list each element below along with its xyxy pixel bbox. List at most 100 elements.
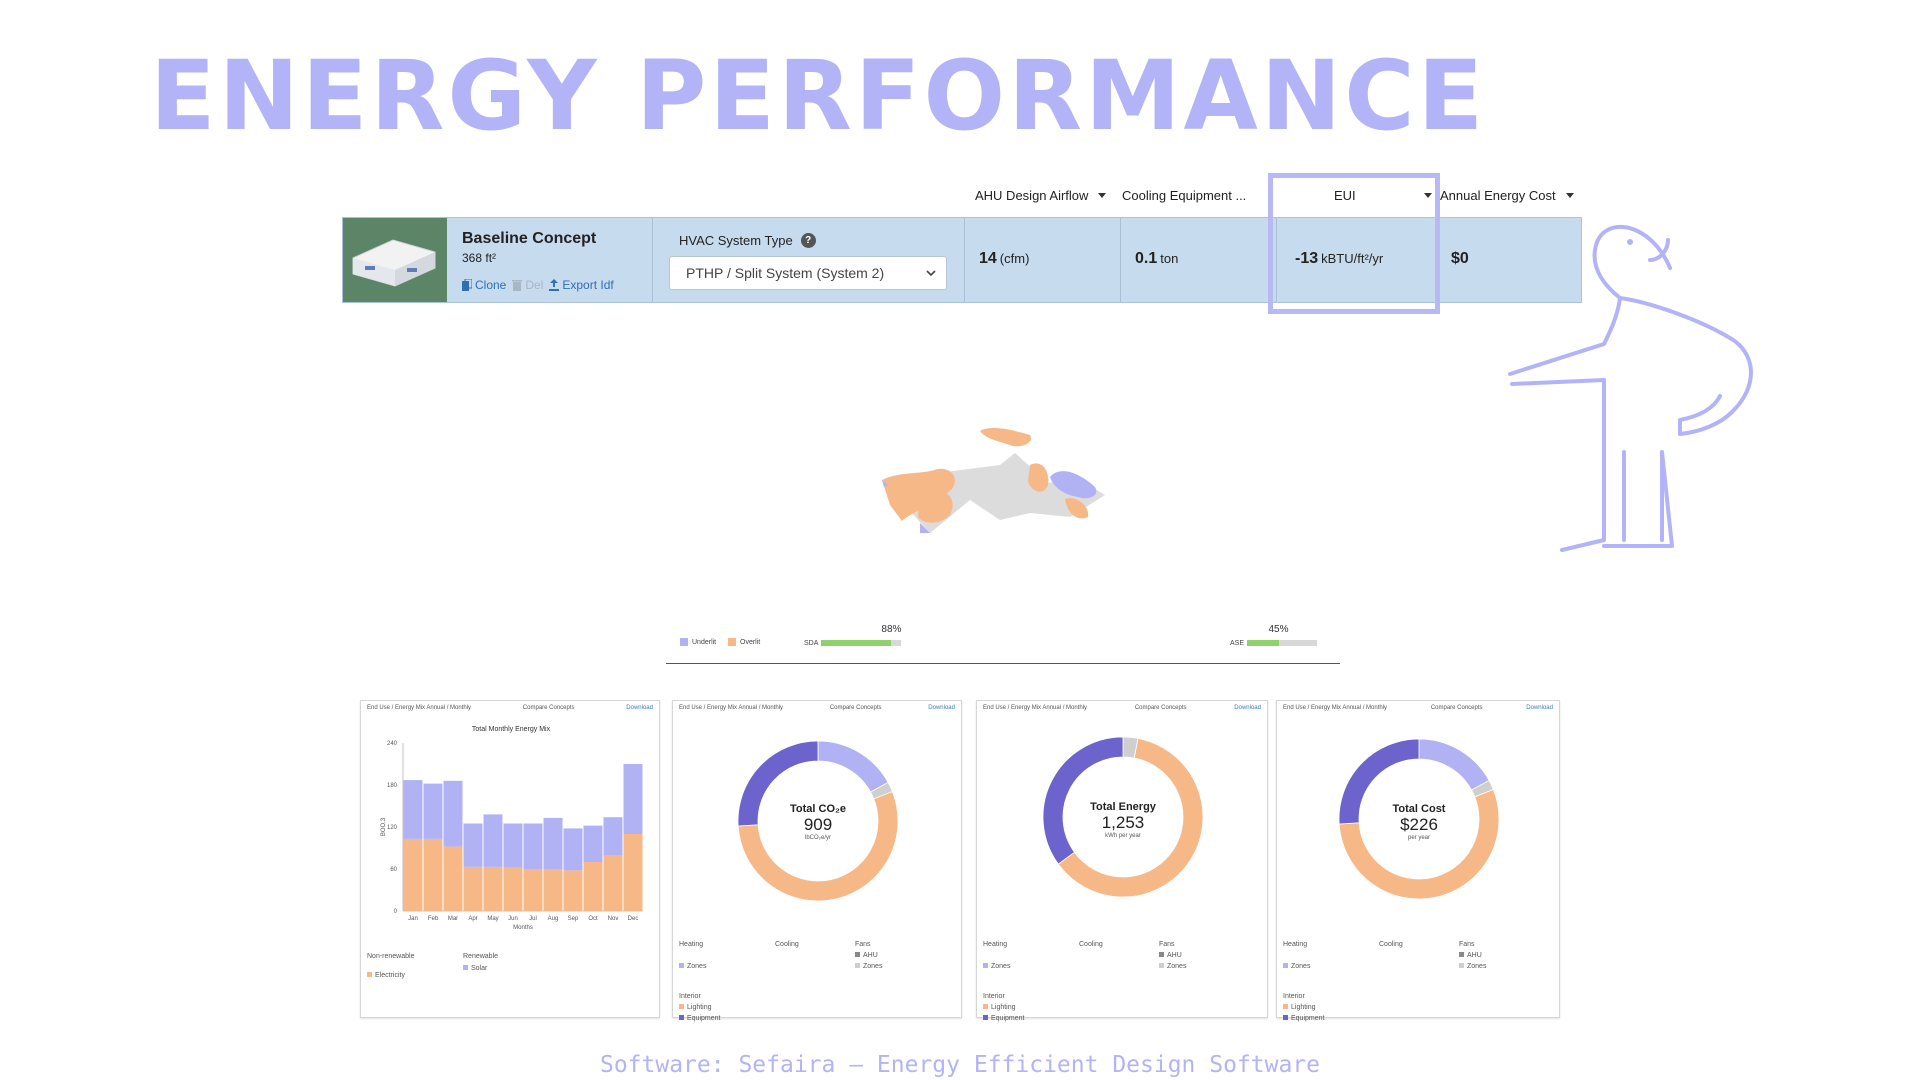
legend-ahu: AHU [1459,952,1482,959]
cost-value: $0 [1451,250,1469,267]
bar-solar-aug [543,817,563,869]
sda-bar-fill [821,640,892,646]
co2-donut-chart [737,740,899,902]
cost-donut-chart [1338,738,1500,900]
footer-credit: Software: Sefaira – Energy Efficient Des… [599,1052,1321,1078]
download-button[interactable]: Download [626,705,653,711]
donut-slice-equipment [1042,736,1124,865]
bar-electricity-may [483,866,503,911]
column-label: Cooling Equipment ... [1122,188,1247,203]
concept-name[interactable]: Baseline Concept [462,230,597,247]
legend-zones: Zones [679,963,706,970]
energy-mix-legend: Non-renewable Renewable Solar Electricit… [367,953,498,985]
legend-overlit: Overlit [728,638,760,646]
x-tick-label: Nov [608,916,619,922]
sda-percent: 88% [881,624,902,635]
column-annual-cost[interactable]: Annual Energy Cost [1440,188,1574,203]
bar-solar-jul [523,823,543,869]
hvac-system-select[interactable]: PTHP / Split System (System 2) [669,256,947,290]
column-cooling-equipment[interactable]: Cooling Equipment ... [1122,188,1246,203]
x-axis-label: Months [513,925,533,931]
trash-icon [512,280,523,291]
x-tick-label: Dec [628,916,639,922]
card-tabs[interactable]: End Use / Energy Mix Annual / Monthly [1283,705,1388,711]
card-tabs[interactable]: End Use / Energy Mix Annual / Monthly [983,705,1088,711]
legend-zones-fans: Zones [1459,963,1486,970]
legend-zones-fans: Zones [1159,963,1186,970]
legend-nonrenewable: Non-renewable [367,953,415,960]
bar-electricity-apr [463,866,483,911]
column-ahu-airflow[interactable]: AHU Design Airflow [975,188,1107,203]
delete-button[interactable]: Del [512,278,543,292]
sda-label: SDA [804,640,819,647]
energy-mix-card: End Use / Energy Mix Annual / Monthly Co… [360,700,660,1018]
x-tick-label: Feb [428,916,439,922]
compare-concepts-toggle[interactable]: Compare Concepts [1430,705,1483,711]
x-tick-label: Oct [588,916,598,922]
download-button[interactable]: Download [928,705,955,711]
airflow-value: 14 (cfm) [979,250,1030,267]
donut-title: Total Energy [1090,801,1156,813]
card-toolbar: End Use / Energy Mix Annual / Monthly Co… [367,705,653,711]
download-button[interactable]: Download [1526,705,1553,711]
legend-cooling: Cooling [775,941,799,948]
caret-down-icon [1098,193,1107,198]
compare-concepts-toggle[interactable]: Compare Concepts [522,705,575,711]
hvac-label: HVAC System Type ? [679,233,816,248]
card-tabs[interactable]: End Use / Energy Mix Annual / Monthly [679,705,784,711]
donut-value: 1,253 [1101,813,1145,832]
help-icon[interactable]: ? [800,233,816,248]
bar-electricity-nov [603,855,623,911]
column-eui[interactable]: EUI [1334,188,1432,203]
clone-label: Clone [475,278,507,292]
legend-zones-fans: Zones [855,963,882,970]
donut-unit: kWh per year [1105,833,1141,839]
concept-thumbnail[interactable] [343,218,447,302]
legend-lighting: Lighting [983,1004,1016,1011]
bar-solar-sep [563,828,583,871]
ase-bar [1247,640,1317,646]
legend-underlit: Underlit [680,638,716,646]
legend-equipment: Equipment [1283,1015,1324,1022]
card-toolbar: End Use / Energy Mix Annual / Monthly Co… [1283,705,1553,711]
bar-electricity-oct [583,862,603,911]
bar-solar-feb [423,783,443,839]
eui-highlight-box [1268,173,1440,314]
concept-row[interactable]: Baseline Concept 368 ft² Clone Del Expor… [342,217,1582,303]
export-icon [549,279,560,291]
compare-concepts-toggle[interactable]: Compare Concepts [829,705,882,711]
column-headers: AHU Design Airflow Cooling Equipment ...… [0,188,1920,210]
cost-cell: $0 [1437,218,1581,302]
legend-renewable: Renewable [463,953,499,960]
compare-concepts-toggle[interactable]: Compare Concepts [1134,705,1187,711]
donut-slice-fans-ahu [1418,738,1490,791]
card-toolbar: End Use / Energy Mix Annual / Monthly Co… [679,705,955,711]
download-button[interactable]: Download [1234,705,1261,711]
export-idf-button[interactable]: Export Idf [549,278,614,292]
concept-info-cell: Baseline Concept 368 ft² Clone Del Expor… [447,218,653,302]
y-tick-label: 240 [387,741,398,747]
bar-solar-dec [623,764,643,834]
donut-slice-equipment [1338,738,1420,825]
ase-bar-fill [1247,640,1279,646]
donut-unit: lbCO₂e/yr [804,835,831,841]
legend-cooling: Cooling [1079,941,1103,948]
x-tick-label: May [487,916,498,922]
ase-label: ASE [1230,640,1245,647]
y-tick-label: 120 [387,825,398,831]
x-tick-label: Jan [408,916,418,922]
daylight-floor-plan [882,428,1105,533]
legend-lighting: Lighting [679,1004,712,1011]
hvac-cell: HVAC System Type ? PTHP / Split System (… [653,218,965,302]
card-toolbar: End Use / Energy Mix Annual / Monthly Co… [983,705,1261,711]
bar-electricity-sep [563,870,583,911]
legend-equipment: Equipment [679,1015,720,1022]
donut-center: Total Energy 1,253 kWh per year [977,801,1269,839]
bar-solar-may [483,814,503,867]
clone-icon [462,279,472,291]
y-tick-label: 180 [387,783,398,789]
concept-actions: Clone Del Export Idf [462,278,614,292]
energy-donut-chart [1042,736,1204,898]
card-tabs[interactable]: End Use / Energy Mix Annual / Monthly [367,705,472,711]
clone-button[interactable]: Clone [462,278,506,292]
